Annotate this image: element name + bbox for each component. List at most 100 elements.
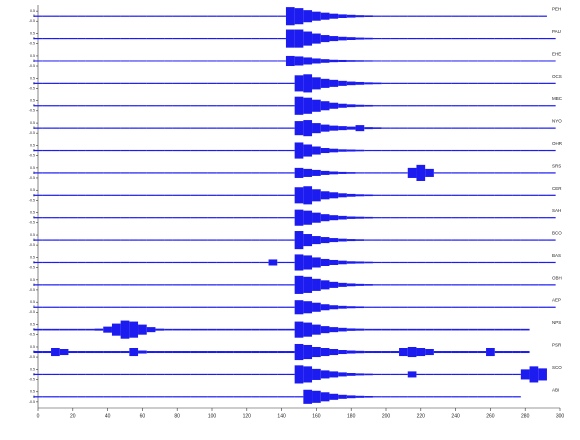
waveform-envelope: [477, 15, 487, 17]
waveform-envelope: [459, 261, 469, 264]
waveform-envelope: [459, 306, 469, 308]
waveform-envelope: [346, 261, 356, 264]
waveform-envelope: [416, 328, 426, 331]
waveform-envelope: [120, 105, 130, 107]
waveform-envelope: [251, 217, 260, 219]
waveform-envelope: [51, 172, 60, 174]
waveform-envelope: [259, 396, 269, 398]
waveform-envelope: [477, 60, 487, 62]
waveform-envelope: [503, 351, 513, 354]
waveform-envelope: [494, 172, 504, 174]
waveform-envelope: [494, 194, 504, 196]
waveform-envelope: [155, 60, 165, 62]
waveform-envelope: [181, 149, 191, 152]
waveform-envelope: [451, 37, 460, 40]
waveform-envelope: [85, 172, 95, 174]
waveform-envelope: [477, 328, 487, 331]
waveform-envelope: [85, 373, 95, 376]
waveform-envelope: [207, 127, 217, 129]
waveform-envelope: [416, 105, 426, 107]
waveform-envelope: [294, 321, 304, 338]
waveform-envelope: [433, 217, 443, 219]
waveform-envelope: [338, 305, 347, 309]
waveform-envelope: [546, 60, 556, 62]
waveform-envelope: [129, 37, 139, 40]
waveform-envelope: [425, 373, 434, 376]
waveform-envelope: [207, 217, 217, 219]
waveform-envelope: [172, 351, 182, 354]
waveform-envelope: [329, 13, 339, 19]
waveform-envelope: [225, 373, 234, 376]
waveform-envelope: [399, 373, 408, 376]
waveform-envelope: [77, 60, 86, 62]
waveform-envelope: [433, 328, 443, 331]
waveform-envelope: [85, 60, 95, 62]
waveform-envelope: [77, 105, 86, 107]
waveform-envelope: [259, 351, 269, 354]
waveform-envelope: [251, 127, 260, 129]
waveform-envelope: [216, 306, 226, 308]
waveform-envelope: [425, 349, 434, 356]
waveform-envelope: [77, 37, 86, 40]
waveform-envelope: [486, 217, 495, 219]
waveform-envelope: [451, 172, 460, 174]
waveform-envelope: [303, 120, 313, 137]
waveform-envelope: [198, 60, 208, 62]
waveform-envelope: [320, 237, 330, 244]
x-tick-label: 60: [140, 413, 146, 419]
waveform-envelope: [155, 82, 165, 84]
waveform-envelope: [494, 396, 504, 398]
waveform-envelope: [546, 82, 556, 84]
waveform-envelope: [138, 15, 147, 17]
waveform-envelope: [251, 396, 260, 398]
waveform-envelope: [33, 82, 43, 84]
waveform-envelope: [512, 284, 521, 286]
waveform-envelope: [129, 321, 139, 338]
waveform-envelope: [138, 127, 147, 129]
waveform-envelope: [520, 369, 530, 380]
waveform-envelope: [51, 194, 60, 196]
waveform-envelope: [251, 373, 260, 376]
waveform-envelope: [146, 105, 156, 107]
y-tick-label: -0.5: [29, 109, 35, 113]
waveform-envelope: [494, 239, 504, 241]
waveform-envelope: [372, 373, 382, 376]
waveform-envelope: [390, 217, 400, 219]
waveform-envelope: [346, 239, 356, 242]
waveform-envelope: [198, 239, 208, 241]
waveform-envelope: [494, 149, 504, 152]
waveform-envelope: [494, 82, 504, 84]
waveform-envelope: [207, 373, 217, 376]
waveform-envelope: [242, 194, 252, 196]
waveform-envelope: [503, 172, 513, 174]
waveform-envelope: [451, 15, 460, 17]
waveform-envelope: [259, 15, 269, 17]
waveform-envelope: [459, 172, 469, 174]
waveform-envelope: [503, 373, 513, 376]
waveform-envelope: [312, 33, 321, 44]
waveform-envelope: [33, 396, 43, 398]
waveform-envelope: [155, 328, 165, 331]
waveform-envelope: [138, 172, 147, 174]
waveform-envelope: [346, 81, 356, 86]
waveform-envelope: [59, 306, 69, 308]
waveform-envelope: [268, 37, 278, 40]
waveform-envelope: [451, 239, 460, 241]
waveform-envelope: [433, 261, 443, 264]
waveform-envelope: [285, 127, 295, 129]
y-tick-label: 0.5: [30, 166, 35, 170]
waveform-envelope: [172, 373, 182, 376]
waveform-envelope: [459, 328, 469, 331]
waveform-envelope: [42, 127, 52, 129]
y-tick-label: 0.5: [30, 54, 35, 58]
waveform-envelope: [172, 82, 182, 84]
waveform-envelope: [277, 217, 286, 219]
waveform-envelope: [486, 82, 495, 84]
waveform-envelope: [494, 351, 504, 354]
waveform-envelope: [451, 396, 460, 398]
waveform-envelope: [425, 37, 434, 40]
waveform-envelope: [216, 284, 226, 286]
waveform-envelope: [407, 167, 417, 178]
waveform-envelope: [425, 217, 434, 219]
